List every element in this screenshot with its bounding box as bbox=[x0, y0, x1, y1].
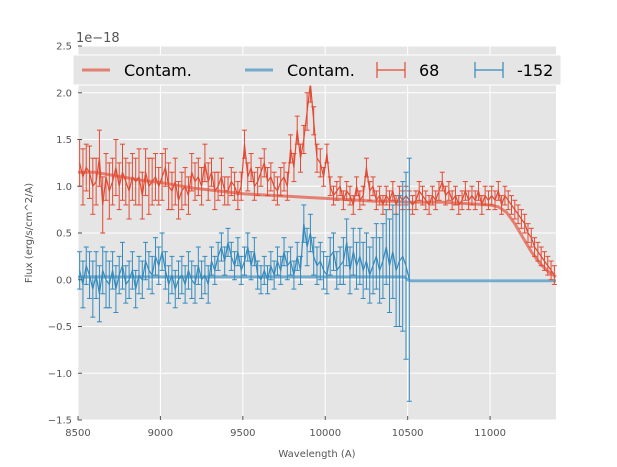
errorbars bbox=[77, 64, 557, 402]
legend-label: -152 bbox=[517, 61, 553, 80]
errorbar-series-0 bbox=[77, 64, 557, 285]
y-axis-label: Flux (erg/s/cm^2/A) bbox=[24, 183, 35, 283]
legend-item: -152 bbox=[474, 61, 553, 80]
y-tick-label: 0.0 bbox=[56, 275, 72, 286]
y-tick-label: 1.5 bbox=[56, 135, 72, 146]
x-tick-label: 9500 bbox=[230, 428, 255, 439]
y-axis-ticks: −1.5 −1.0 −0.5 0.0 0.5 1.0 1.5 2.0 2.5 bbox=[48, 42, 82, 427]
legend-item: Contam. bbox=[245, 61, 355, 80]
y-tick-label: −1.0 bbox=[48, 369, 72, 380]
y-offset-label: 1e−18 bbox=[76, 31, 120, 46]
x-tick-label: 10500 bbox=[392, 428, 424, 439]
contam-line-1 bbox=[78, 275, 556, 283]
legend-item: Contam. bbox=[82, 61, 192, 80]
x-tick-label: 8500 bbox=[65, 428, 90, 439]
legend-label: Contam. bbox=[287, 61, 355, 80]
errorbar-series-1 bbox=[77, 157, 412, 402]
x-axis-label: Wavelength (A) bbox=[278, 449, 355, 460]
x-axis-ticks: 8500 9000 9500 10000 10500 11000 bbox=[65, 416, 506, 439]
x-tick-label: 11000 bbox=[474, 428, 506, 439]
y-tick-label: −1.5 bbox=[48, 416, 72, 427]
y-tick-label: 2.5 bbox=[56, 42, 72, 53]
y-tick-label: −0.5 bbox=[48, 322, 72, 333]
legend-item: 68 bbox=[376, 61, 439, 80]
y-tick-label: 0.5 bbox=[56, 229, 72, 240]
y-tick-label: 2.0 bbox=[56, 88, 72, 99]
legend: Contam. Contam. 68 -152 bbox=[72, 54, 562, 86]
x-tick-label: 10000 bbox=[309, 428, 341, 439]
y-tick-label: 1.0 bbox=[56, 182, 72, 193]
legend-label: 68 bbox=[419, 61, 439, 80]
legend-label: Contam. bbox=[124, 61, 192, 80]
x-tick-label: 9000 bbox=[148, 428, 173, 439]
